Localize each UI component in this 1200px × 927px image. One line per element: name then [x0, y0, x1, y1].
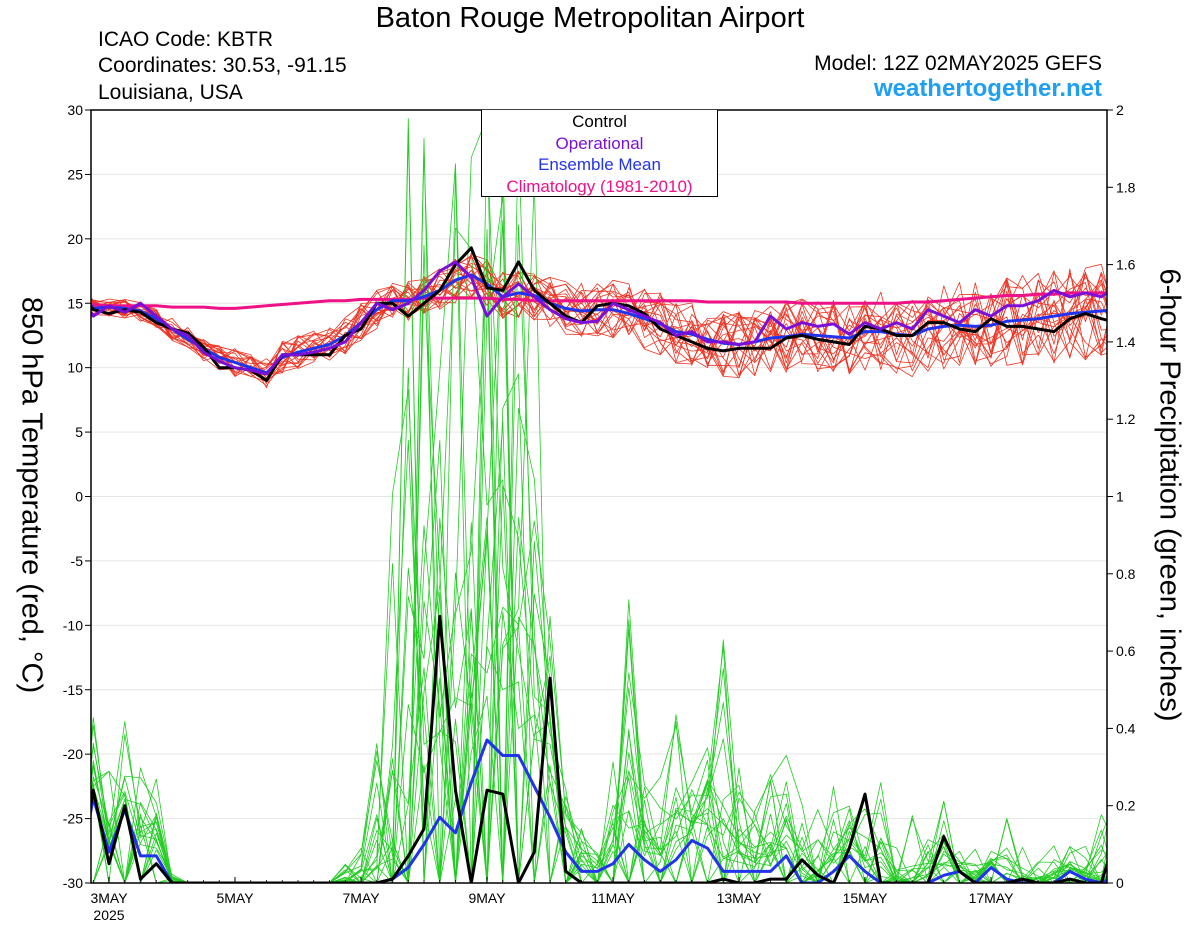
legend-ensemble-mean: Ensemble Mean: [538, 155, 661, 174]
website-link[interactable]: weathertogether.net: [873, 75, 1102, 102]
ensemble-member-precipitation-line: [91, 219, 1107, 883]
right-tick-label: 1.4: [1116, 334, 1136, 350]
right-tick-label: 1: [1116, 489, 1124, 505]
right-tick-label: 0.8: [1116, 566, 1136, 582]
ensemble-member-precipitation-line: [91, 132, 1107, 883]
grid: [91, 173, 1107, 820]
ensemble-member-precipitation-line: [91, 143, 1107, 883]
coordinates: Coordinates: 30.53, -91.15: [98, 54, 347, 77]
ensemble-member-precipitation-line: [91, 170, 1107, 883]
ensemble-member-temperature-line: [91, 264, 1107, 384]
left-tick-label: 20: [67, 231, 83, 247]
x-tick-year-label: 2025: [93, 907, 124, 923]
legend: Control Operational Ensemble Mean Climat…: [481, 110, 718, 197]
x-tick-label: 7MAY: [342, 890, 380, 906]
operational-temperature-line: [91, 260, 1107, 376]
series-lines: [91, 246, 1107, 883]
left-tick-label: 5: [75, 424, 83, 440]
ensemble-member-temperature-line: [91, 259, 1107, 381]
right-tick-label: 1.2: [1116, 411, 1136, 427]
left-tick-label: 25: [67, 166, 83, 182]
x-tick-label: 9MAY: [468, 890, 506, 906]
ensemble-member-precipitation-line: [91, 224, 1107, 883]
left-tick-label: -25: [63, 811, 83, 827]
right-tick-label: 0.6: [1116, 643, 1136, 659]
right-tick-label: 0.4: [1116, 720, 1136, 736]
left-tick-label: -20: [63, 746, 83, 762]
ensemble-member-precipitation-line: [91, 116, 1107, 883]
left-tick-label: 0: [75, 489, 83, 505]
right-tick-label: 1.8: [1116, 179, 1136, 195]
x-tick-label: 13MAY: [717, 890, 763, 906]
x-tick-label: 3MAY: [90, 890, 128, 906]
ensemble-member-precipitation-line: [91, 244, 1107, 883]
left-axis: 30 25 20 15 10 5 0 -5 -10 -15 -20 -25 -30: [63, 102, 91, 891]
chart-title: Baton Rouge Metropolitan Airport: [375, 2, 805, 34]
icao-code: ICAO Code: KBTR: [98, 28, 274, 51]
right-tick-label: 0: [1116, 875, 1124, 891]
climatology-line: [91, 291, 1107, 310]
left-axis-label: 850 hPa Temperature (red, °C): [15, 296, 48, 694]
ensemble-member-precipitation-line: [91, 227, 1107, 883]
ensemble-member-precipitation-line: [91, 388, 1107, 883]
ensemble-member-temperature-line: [91, 268, 1107, 382]
left-tick-label: -5: [71, 553, 84, 569]
x-tick-label: 5MAY: [216, 890, 254, 906]
right-axis-label: 6-hour Precipitation (green, inches): [1153, 268, 1186, 722]
left-tick-label: -15: [63, 682, 83, 698]
ensemble-members: [91, 116, 1107, 883]
ensemble-member-precipitation-line: [91, 439, 1107, 883]
ensemble-member-precipitation-line: [91, 148, 1107, 883]
ensemble-member-temperature-line: [91, 256, 1107, 379]
right-axis: 2 1.8 1.6 1.4 1.2 1 0.8 0.6 0.4 0.2 0: [1107, 102, 1136, 891]
left-tick-label: -30: [63, 875, 83, 891]
left-tick-label: 10: [67, 360, 83, 376]
legend-operational: Operational: [555, 133, 644, 153]
x-tick-label: 17MAY: [969, 890, 1015, 906]
legend-climatology: Climatology (1981-2010): [506, 176, 693, 196]
ensemble-mean-precipitation-line: [91, 738, 1107, 883]
location: Louisiana, USA: [98, 81, 243, 104]
ensemble-member-precipitation-line: [91, 137, 1107, 883]
ensemble-member-precipitation-line: [91, 408, 1107, 883]
ensemble-member-temperature-line: [91, 256, 1107, 382]
right-tick-label: 0.2: [1116, 798, 1136, 814]
legend-control: Control: [572, 112, 627, 131]
ensemble-member-temperature-line: [91, 268, 1107, 374]
ensemble-member-temperature-line: [91, 263, 1107, 371]
ensemble-member-precipitation-line: [91, 132, 1107, 883]
ensemble-member-temperature-line: [91, 273, 1107, 372]
ensemble-member-precipitation-line: [91, 118, 1107, 883]
right-tick-label: 2: [1116, 102, 1124, 118]
x-tick-label: 11MAY: [591, 890, 635, 906]
left-tick-label: -10: [63, 617, 83, 633]
ensemble-member-temperature-line: [91, 258, 1107, 380]
control-precipitation-line: [91, 614, 1107, 883]
left-tick-label: 15: [67, 295, 83, 311]
left-tick-label: 30: [67, 102, 83, 118]
right-tick-label: 1.6: [1116, 257, 1136, 273]
model-run: Model: 12Z 02MAY2025 GEFS: [814, 52, 1102, 75]
ensemble-member-precipitation-line: [91, 567, 1107, 883]
x-tick-label: 15MAY: [843, 890, 889, 906]
ensemble-member-temperature-line: [91, 252, 1107, 377]
